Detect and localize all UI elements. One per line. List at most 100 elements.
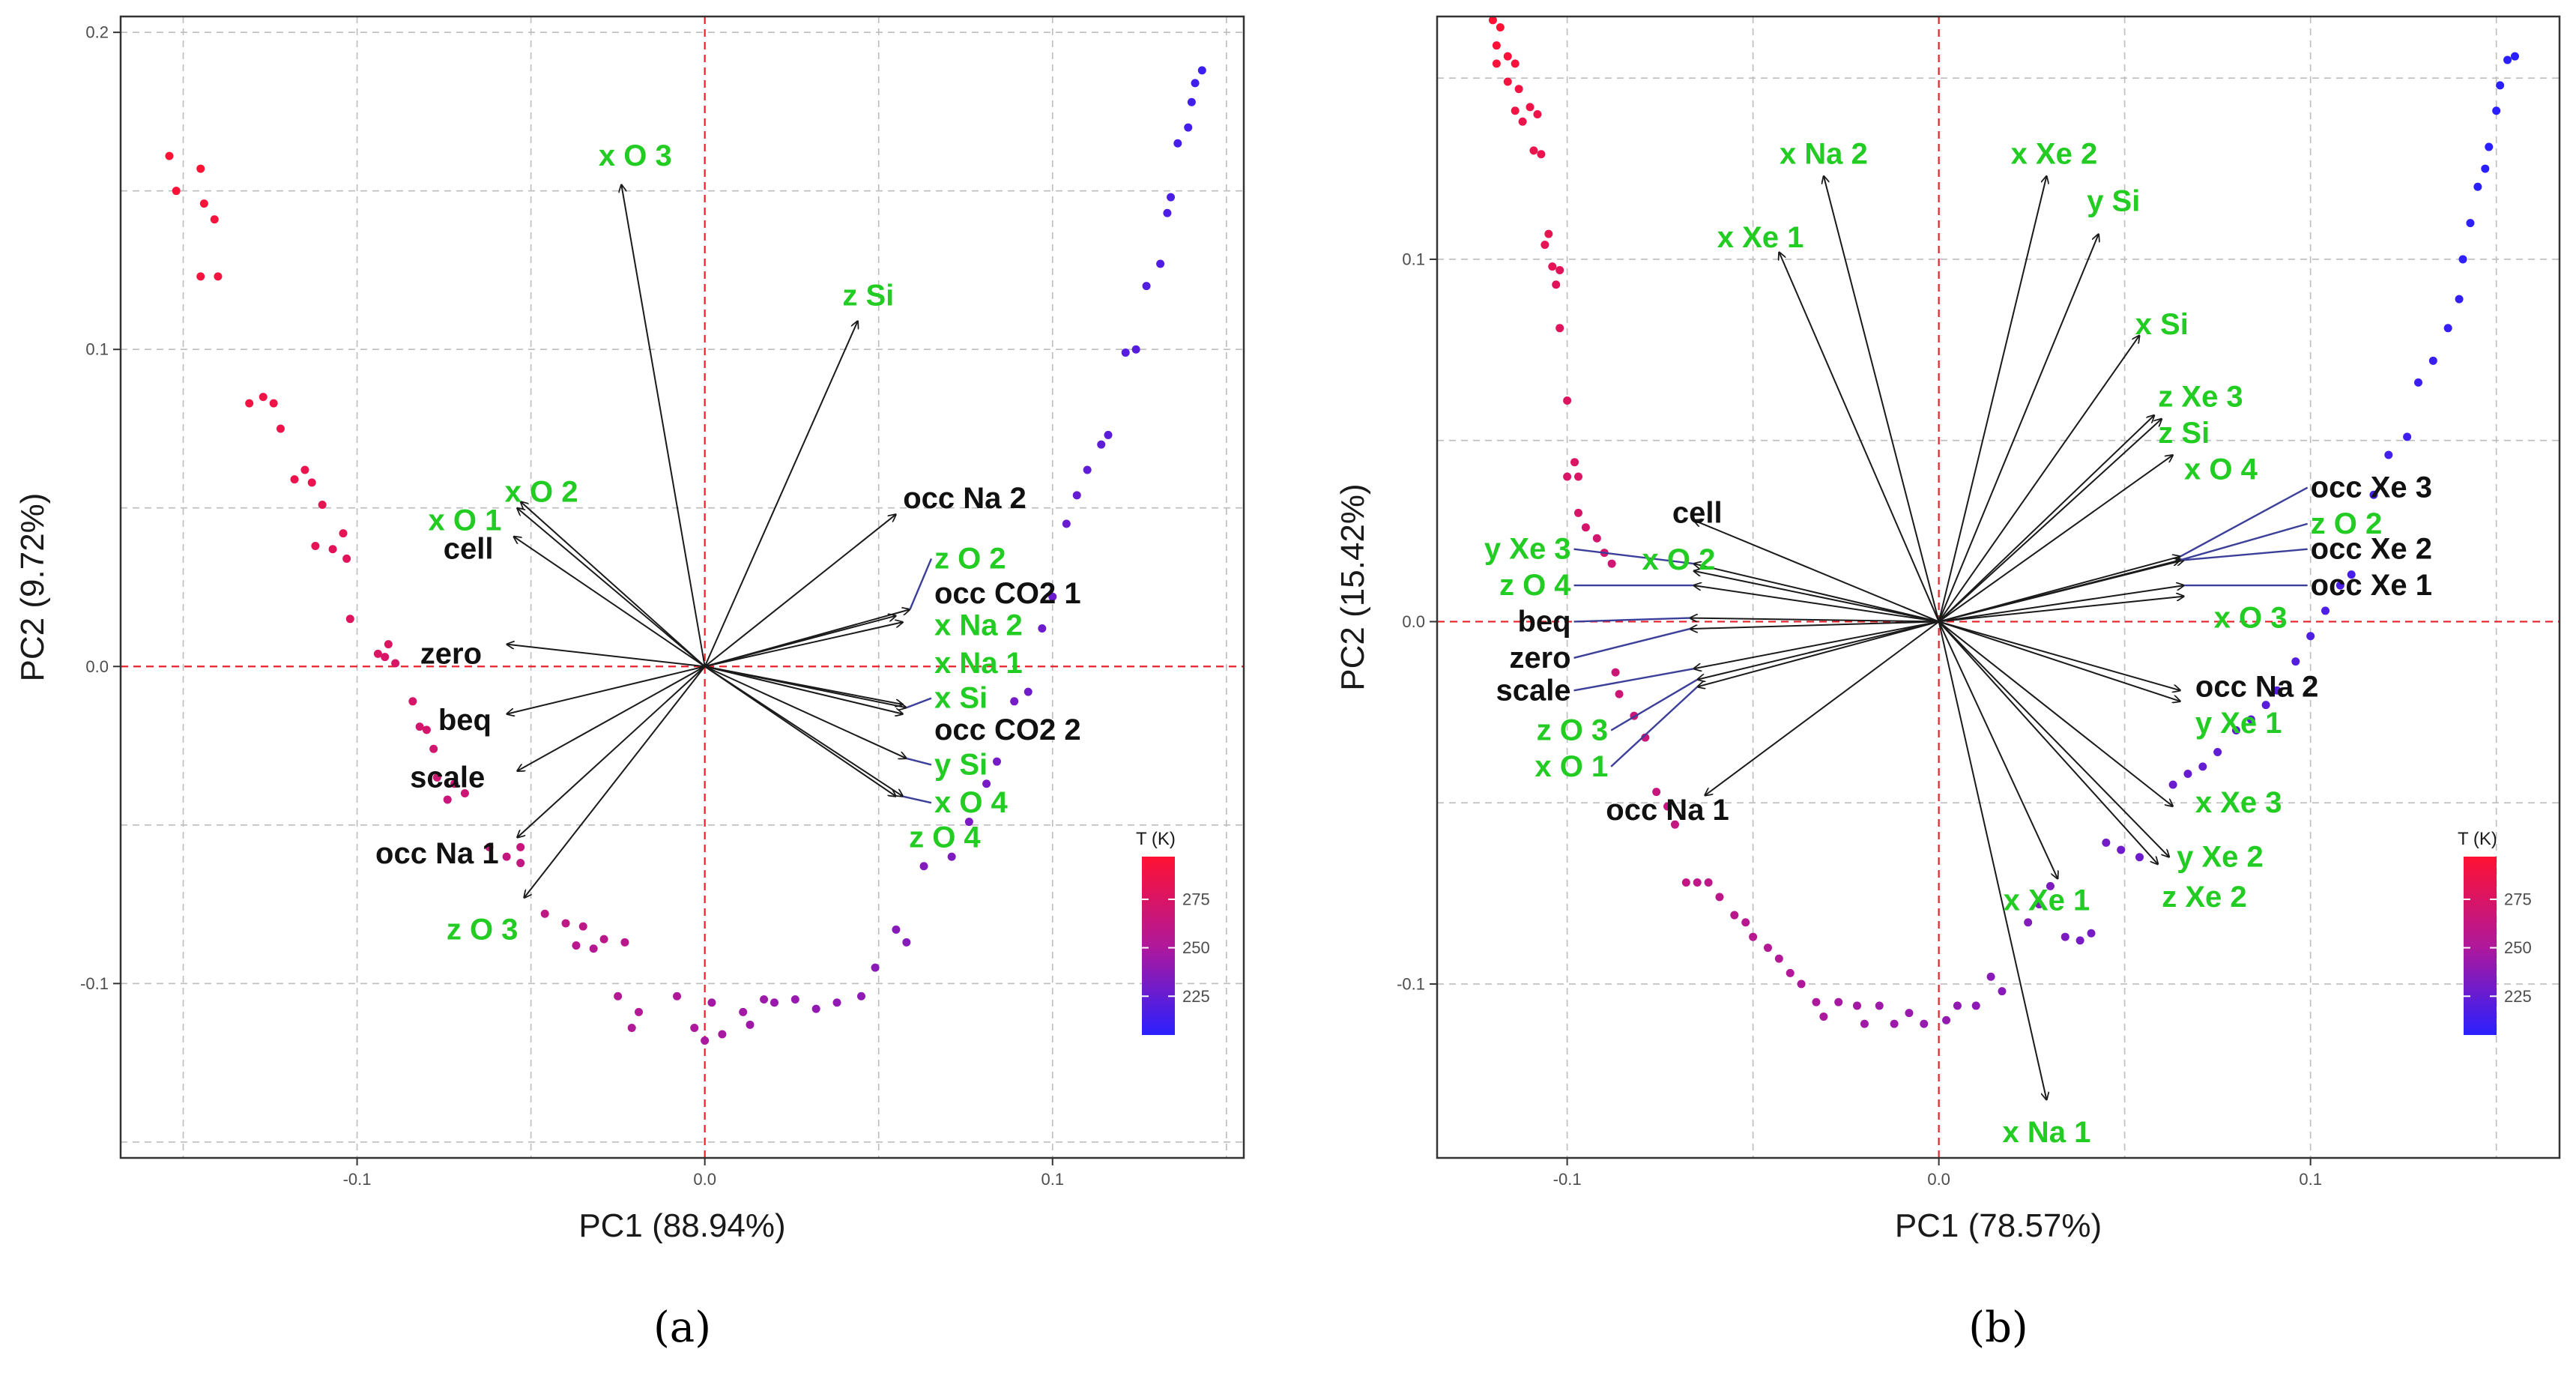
scatter-point xyxy=(214,272,223,281)
scatter-point xyxy=(1607,559,1616,568)
scatter-point xyxy=(871,963,880,972)
y-tick-label: -0.1 xyxy=(1397,974,1425,993)
loading-arrow xyxy=(1693,585,1939,623)
scatter-point xyxy=(1663,802,1672,811)
scatter-point xyxy=(172,187,181,196)
scatter-point xyxy=(1670,820,1679,829)
scatter-point xyxy=(1693,878,1702,887)
loading-arrow xyxy=(1690,618,1939,623)
scatter-point xyxy=(2231,725,2240,734)
loading-arrow xyxy=(704,666,904,713)
label-leader-line xyxy=(1610,678,1698,731)
scatter-point xyxy=(384,640,393,649)
scatter-point xyxy=(2198,762,2207,771)
scatter-point xyxy=(1986,972,1995,981)
scatter-point xyxy=(1492,59,1501,68)
vector-label: z O 4 xyxy=(909,821,981,854)
scatter-point xyxy=(1010,697,1019,706)
scatter-point xyxy=(300,465,309,474)
scatter-point xyxy=(770,998,778,1007)
scatter-point xyxy=(2087,929,2096,938)
scatter-point xyxy=(1533,110,1542,119)
loading-arrow xyxy=(1693,621,1939,669)
loading-arrow xyxy=(1938,621,2170,857)
label-leader-line xyxy=(1573,548,1694,565)
scatter-point xyxy=(1511,106,1520,115)
scatter-point xyxy=(328,545,337,554)
vector-label: x O 2 xyxy=(1642,543,1715,576)
scatter-point xyxy=(2496,81,2505,90)
scatter-point xyxy=(1097,440,1106,449)
label-leader-line xyxy=(1573,627,1690,659)
scatter-point xyxy=(1853,1001,1862,1010)
scatter-point xyxy=(2168,780,2177,789)
scatter-point xyxy=(196,272,205,281)
y-tick-label: 0.1 xyxy=(1402,250,1425,268)
scatter-point xyxy=(1555,324,1564,333)
vector-label: x O 1 xyxy=(429,504,502,537)
scatter-point xyxy=(345,615,354,624)
vector-label: occ Xe 1 xyxy=(2311,569,2432,602)
scatter-point xyxy=(1704,878,1713,887)
legend-tick-label: 250 xyxy=(1182,938,1210,957)
scatter-point xyxy=(1611,668,1620,677)
vector-label: y Xe 2 xyxy=(2177,841,2264,874)
label-leader-line xyxy=(906,757,932,766)
scatter-point xyxy=(2369,490,2378,499)
vector-label: occ Na 1 xyxy=(1606,794,1729,827)
scatter-point xyxy=(1142,282,1151,291)
scatter-point xyxy=(673,992,682,1001)
scatter-point xyxy=(1062,519,1071,528)
scatter-point xyxy=(1573,472,1582,481)
loading-arrow xyxy=(1697,621,1939,679)
label-leader-line xyxy=(909,558,933,610)
temperature-legend-b: T (K) 225 250 275 xyxy=(2458,829,2532,1035)
scatter-point xyxy=(964,818,973,827)
scatter-point xyxy=(199,199,208,208)
label-leader-line xyxy=(902,795,932,804)
loading-arrow xyxy=(521,501,706,668)
y-tick-label: 0.0 xyxy=(1402,612,1425,631)
scatter-point xyxy=(1920,1019,1929,1028)
vector-label: y Si xyxy=(934,748,988,781)
scatter-point xyxy=(690,1024,699,1033)
scatter-point xyxy=(1875,1001,1884,1010)
loading-arrow xyxy=(1938,621,2159,864)
vector-label: z O 3 xyxy=(447,913,518,946)
scatter-point xyxy=(947,852,956,861)
scatter-point xyxy=(2213,747,2222,756)
loading-arrow xyxy=(704,616,896,668)
scatter-point xyxy=(707,998,716,1007)
scatter-point xyxy=(1541,241,1549,250)
loading-arrow xyxy=(1938,560,2184,623)
vector-label: x O 3 xyxy=(599,139,672,172)
scatter-point xyxy=(2321,606,2330,615)
scatter-point xyxy=(2414,378,2423,387)
loading-arrow xyxy=(1693,564,1939,623)
temperature-legend-a: T (K) 225 250 275 xyxy=(1136,829,1210,1035)
scatter-point xyxy=(502,852,511,861)
scatter-point xyxy=(2306,632,2315,641)
x-axis-title: PC1 (78.57%) xyxy=(1895,1207,2102,1244)
scatter-point xyxy=(269,399,278,408)
vector-label: y Si xyxy=(2087,185,2140,218)
scatter-point xyxy=(892,925,901,934)
vector-label: cell xyxy=(1672,496,1723,529)
scatter-point xyxy=(245,399,254,408)
vector-label: x O 2 xyxy=(505,476,578,509)
scatter-point xyxy=(1786,968,1795,977)
scatter-point xyxy=(408,697,417,706)
scatter-point xyxy=(1156,259,1165,268)
scatter-point xyxy=(276,424,285,433)
vector-label: occ Na 1 xyxy=(375,837,499,870)
legend-tick-label: 225 xyxy=(1182,987,1210,1006)
scatter-point xyxy=(381,653,390,662)
scatter-point xyxy=(1024,687,1032,696)
scatter-point xyxy=(1953,1001,1962,1010)
vector-label: x Xe 3 xyxy=(2195,786,2282,819)
loading-arrow xyxy=(704,666,907,707)
scatter-point xyxy=(1167,193,1176,202)
scatter-point xyxy=(1184,123,1193,132)
x-tick-label: -0.1 xyxy=(343,1170,372,1189)
